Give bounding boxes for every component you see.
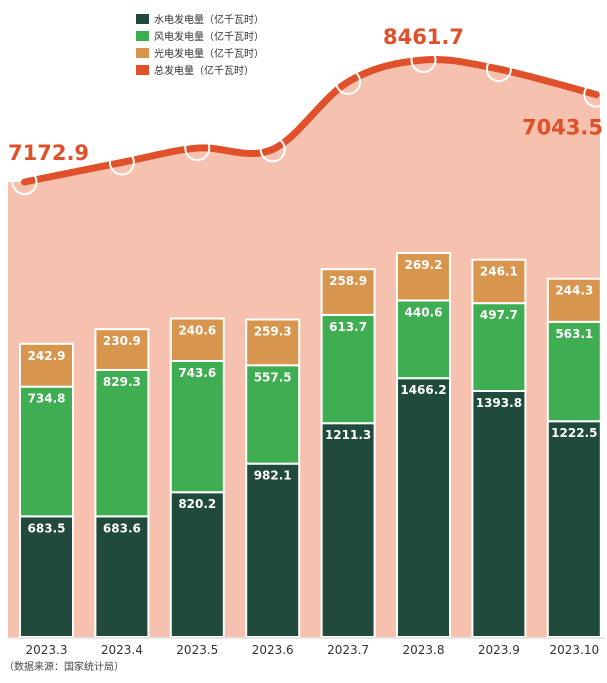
legend-swatch — [136, 31, 149, 41]
bar-value-label: 1393.8 — [476, 396, 522, 410]
bar-value-label: 982.1 — [254, 469, 292, 483]
bar-value-label: 497.7 — [480, 308, 518, 322]
bar-value-label: 440.6 — [405, 305, 443, 319]
bar-value-label: 269.2 — [405, 258, 443, 272]
total-value-label: 7043.5 — [522, 116, 603, 140]
bar-value-label: 244.3 — [555, 284, 593, 298]
bar-value-label: 683.6 — [103, 521, 141, 535]
bar-value-label: 820.2 — [178, 497, 216, 511]
legend-label: 光电发电量（亿千瓦时） — [154, 47, 264, 60]
bar-segment — [548, 421, 601, 637]
bar-value-label: 1211.3 — [325, 428, 371, 442]
x-axis-ticks: 2023.3 2023.4 2023.5 2023.6 2023.7 2023.8 2023… — [26, 643, 600, 657]
bar-segment — [95, 370, 148, 516]
x-tick-label: 2023.5 — [176, 643, 218, 657]
bar-value-label: 829.3 — [103, 375, 141, 389]
bar-value-label: 230.9 — [103, 334, 141, 348]
bar-segment — [171, 361, 224, 492]
bar-value-label: 1222.5 — [551, 426, 597, 440]
bar-segment — [472, 391, 525, 637]
x-tick-label: 2023.6 — [252, 643, 294, 657]
bar-value-label: 240.6 — [178, 324, 216, 338]
bar-value-label: 246.1 — [480, 265, 518, 279]
x-tick-label: 2023.4 — [101, 643, 143, 657]
bar-segment — [322, 423, 375, 637]
x-tick-label: 2023.10 — [549, 643, 599, 657]
bar-segment — [171, 492, 224, 637]
bar-value-label: 563.1 — [555, 327, 593, 341]
bar-value-label: 734.8 — [28, 392, 66, 406]
x-tick-label: 2023.8 — [403, 643, 445, 657]
bar-value-label: 743.6 — [178, 366, 216, 380]
bar-segment — [246, 464, 299, 637]
source-note: （数据来源：国家统计局） — [4, 660, 124, 673]
legend-swatch — [136, 14, 149, 24]
bar-value-label: 259.3 — [254, 324, 292, 338]
legend-swatch — [136, 65, 149, 75]
bar-value-label: 683.5 — [28, 521, 66, 535]
bar-value-label: 258.9 — [329, 274, 367, 288]
bar-value-label: 613.7 — [329, 320, 367, 334]
bar-segment — [397, 378, 450, 637]
bar-value-label: 1466.2 — [400, 383, 446, 397]
legend-label: 风电发电量（亿千瓦时） — [154, 30, 264, 43]
bar-value-label: 557.5 — [254, 370, 292, 384]
x-tick-label: 2023.9 — [478, 643, 520, 657]
legend-label: 水电发电量（亿千瓦时） — [154, 13, 264, 26]
x-tick-label: 2023.3 — [26, 643, 68, 657]
bar-segment — [20, 387, 73, 517]
x-tick-label: 2023.7 — [327, 643, 369, 657]
legend-swatch — [136, 48, 149, 58]
total-value-label: 7172.9 — [8, 141, 89, 165]
total-value-label: 8461.7 — [383, 25, 464, 49]
bar-value-label: 242.9 — [28, 349, 66, 363]
legend: 水电发电量（亿千瓦时） 风电发电量（亿千瓦时） 光电发电量（亿千瓦时） 总发电量（亿千… — [136, 13, 264, 77]
legend-label: 总发电量（亿千瓦时） — [154, 64, 254, 77]
